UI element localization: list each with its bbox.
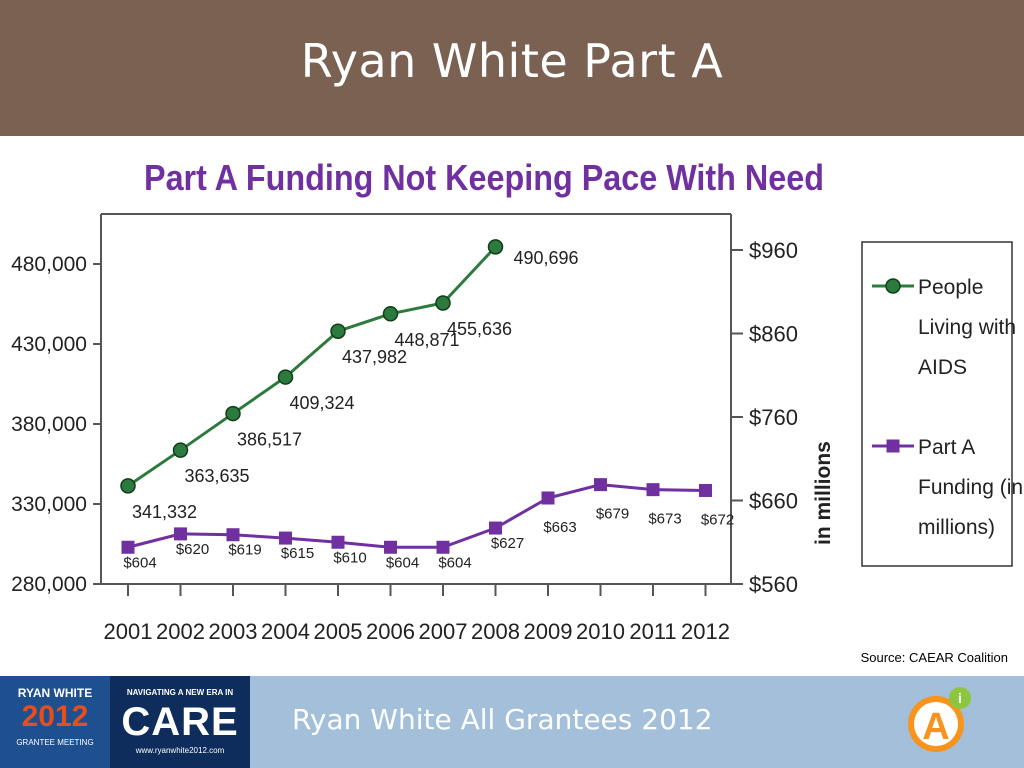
x-tick-label: 2004 bbox=[261, 619, 310, 644]
x-tick-label: 2008 bbox=[471, 619, 520, 644]
part-a-funding-data-label: $610 bbox=[333, 549, 366, 566]
ryan-white-2012-logo: RYAN WHITE 2012 GRANTEE MEETING bbox=[0, 676, 110, 768]
people-living-data-label: 448,871 bbox=[395, 330, 460, 350]
part-a-funding-data-label: $604 bbox=[123, 554, 156, 571]
people-living-data-label: 363,635 bbox=[185, 466, 250, 486]
part-a-funding-point bbox=[226, 528, 240, 542]
chart-title: Part A Funding Not Keeping Pace With Nee… bbox=[144, 157, 824, 198]
legend-entry-text: AIDS bbox=[918, 356, 967, 379]
right-tick-label: $660 bbox=[749, 489, 798, 514]
x-tick-label: 2001 bbox=[104, 619, 153, 644]
right-tick-label: $760 bbox=[749, 405, 798, 430]
part-a-funding-data-label: $673 bbox=[648, 511, 681, 528]
legend-entry-text: Part A bbox=[918, 436, 975, 459]
left-tick-label: 480,000 bbox=[11, 253, 87, 276]
part-a-funding-data-label: $672 bbox=[701, 511, 734, 528]
left-tick-label: 430,000 bbox=[11, 333, 87, 356]
slide-header: Ryan White Part A bbox=[0, 0, 1024, 136]
people-living-point bbox=[435, 295, 451, 311]
x-tick-label: 2011 bbox=[629, 619, 676, 644]
people-living-data-label: 341,332 bbox=[132, 502, 197, 522]
x-tick-label: 2002 bbox=[156, 619, 205, 644]
series-line-people-living-with-aids bbox=[127, 245, 497, 488]
right-tick-label: $560 bbox=[749, 572, 798, 597]
part-a-funding-point bbox=[121, 540, 135, 554]
part-a-funding-point bbox=[384, 540, 397, 554]
right-axis-label: in millions bbox=[812, 441, 835, 545]
people-living-data-label: 437,982 bbox=[342, 347, 407, 367]
x-tick-label: 2012 bbox=[681, 619, 730, 644]
x-tick-label: 2006 bbox=[366, 619, 415, 644]
part-a-funding-point bbox=[489, 521, 502, 535]
svg-text:i: i bbox=[958, 690, 962, 706]
people-living-data-label: 455,636 bbox=[447, 319, 512, 339]
slide-title: Ryan White Part A bbox=[300, 34, 724, 88]
part-a-funding-point bbox=[541, 491, 555, 505]
legend-entry-text: Living with bbox=[918, 316, 1016, 339]
x-tick-label: 2010 bbox=[576, 619, 625, 644]
people-living-data-label: 490,696 bbox=[514, 248, 579, 268]
legend-marker bbox=[885, 278, 901, 294]
funding-chart: Part A Funding Not Keeping Pace With Nee… bbox=[11, 157, 1023, 644]
care-logo: NAVIGATING A NEW ERA IN CARE www.ryanwhi… bbox=[110, 676, 250, 768]
x-tick-label: 2007 bbox=[419, 619, 468, 644]
left-tick-label: 330,000 bbox=[11, 493, 87, 516]
left-tick-label: 280,000 bbox=[11, 573, 87, 596]
left-tick-label: 380,000 bbox=[11, 413, 87, 436]
series-line-part-a-funding bbox=[127, 483, 706, 549]
part-a-funding-data-label: $620 bbox=[176, 541, 209, 558]
people-living-point bbox=[487, 239, 504, 255]
legend-marker bbox=[886, 439, 900, 453]
part-a-funding-data-label: $679 bbox=[596, 506, 629, 523]
right-tick-label: $860 bbox=[749, 322, 798, 347]
people-living-point bbox=[225, 405, 241, 422]
part-a-funding-point bbox=[279, 531, 292, 545]
part-a-funding-data-label: $615 bbox=[281, 545, 314, 562]
part-a-funding-data-label: $604 bbox=[386, 554, 419, 571]
part-a-funding-point bbox=[594, 478, 607, 492]
people-living-data-label: 409,324 bbox=[290, 393, 355, 413]
part-a-funding-point bbox=[331, 535, 345, 549]
part-a-funding-data-label: $619 bbox=[228, 542, 261, 559]
part-a-funding-point bbox=[699, 483, 712, 497]
people-living-point bbox=[172, 442, 189, 458]
svg-text:A: A bbox=[922, 706, 949, 748]
part-a-funding-point bbox=[174, 527, 187, 541]
legend-box bbox=[861, 241, 1013, 567]
part-a-funding-data-label: $604 bbox=[438, 554, 471, 571]
chart-legend: People Living with AIDS Part A Funding (in mi… bbox=[861, 241, 1023, 567]
source-note: Source: CAEAR Coalition bbox=[860, 650, 1008, 665]
footer-text: Ryan White All Grantees 2012 bbox=[292, 703, 713, 736]
right-tick-label: $960 bbox=[749, 238, 798, 263]
legend-entry-text: millions) bbox=[918, 516, 995, 539]
slide-footer: RYAN WHITE 2012 GRANTEE MEETING NAVIGATI… bbox=[0, 676, 1024, 768]
people-living-data-label: 386,517 bbox=[237, 430, 302, 450]
a-logo-icon: A i bbox=[908, 687, 971, 752]
x-tick-label: 2003 bbox=[209, 619, 258, 644]
part-a-funding-point bbox=[646, 483, 660, 497]
part-a-funding-data-label: $663 bbox=[543, 519, 576, 536]
plot-layer: 280,000 330,000 380,000 430,000 480,000 $560 $… bbox=[11, 213, 835, 644]
people-living-point bbox=[277, 369, 294, 385]
part-a-funding-point bbox=[436, 540, 450, 554]
part-a-funding-data-label: $627 bbox=[491, 535, 524, 552]
legend-entry-text: Funding (in bbox=[918, 476, 1023, 499]
people-living-point bbox=[120, 478, 136, 494]
x-tick-label: 2005 bbox=[314, 619, 363, 644]
people-living-point bbox=[382, 306, 399, 322]
x-tick-label: 2009 bbox=[524, 619, 573, 644]
legend-entry-text: People bbox=[918, 276, 983, 299]
people-living-point bbox=[330, 323, 346, 339]
